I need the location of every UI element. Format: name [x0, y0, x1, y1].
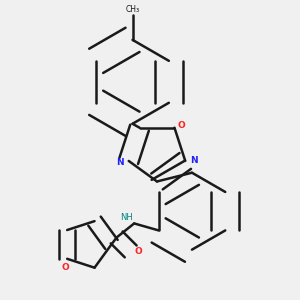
Text: NH: NH [120, 213, 132, 222]
Text: O: O [178, 122, 186, 130]
Text: CH₃: CH₃ [125, 4, 140, 14]
Text: N: N [190, 156, 198, 165]
Text: O: O [134, 247, 142, 256]
Text: O: O [61, 263, 69, 272]
Text: N: N [116, 158, 124, 167]
